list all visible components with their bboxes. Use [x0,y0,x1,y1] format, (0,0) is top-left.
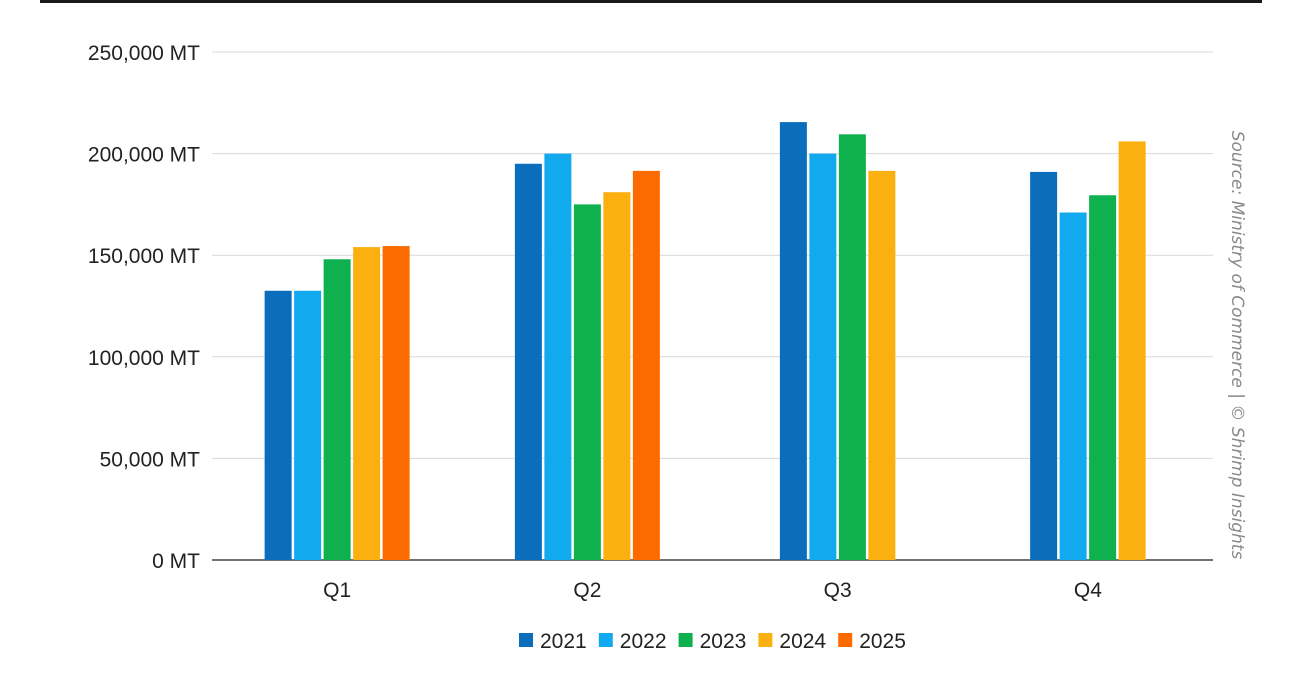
bar-q4-2022 [1059,212,1087,560]
y-tick-label: 250,000 MT [88,42,200,65]
bars [264,122,1146,561]
bar-q2-2021 [514,163,542,560]
bar-q2-2024 [603,192,631,560]
source-note: Source: Ministry of Commerce | © Shrimp … [1227,131,1247,560]
bar-q3-2024 [868,170,896,560]
x-tick-label: Q1 [323,579,351,602]
legend-label-2021: 2021 [540,630,587,653]
legend-label-2023: 2023 [700,630,747,653]
bar-q3-2023 [838,134,866,560]
bar-q1-2025 [382,246,410,560]
bar-q2-2025 [632,170,660,560]
legend-label-2024: 2024 [779,630,826,653]
legend-label-2022: 2022 [620,630,667,653]
x-tick-label: Q2 [573,579,601,602]
y-tick-label: 50,000 MT [100,448,201,471]
y-tick-label: 150,000 MT [88,245,200,268]
y-axis-tick-labels: 0 MT 50,000 MT 100,000 MT 150,000 MT 200,000… [88,42,200,573]
bar-q1-2024 [353,247,381,560]
legend-swatch-2025 [838,633,853,647]
bar-q4-2021 [1030,171,1058,560]
legend-label-2025: 2025 [859,630,906,653]
bar-q4-2024 [1118,141,1146,560]
y-tick-label: 100,000 MT [88,347,200,370]
legend: 2021 2022 2023 2024 2025 [519,630,906,653]
bar-q3-2021 [779,122,807,560]
bar-q3-2022 [809,153,837,560]
legend-swatch-2023 [678,633,693,647]
legend-swatch-2021 [519,633,533,647]
bar-q2-2023 [573,204,601,560]
x-tick-label: Q4 [1074,579,1102,602]
y-tick-label: 200,000 MT [88,144,200,167]
legend-swatch-2022 [598,633,613,647]
bar-q1-2022 [294,290,322,560]
bar-q2-2022 [544,153,572,560]
y-tick-label: 0 MT [152,550,200,573]
bar-q1-2023 [323,259,351,560]
top-rule [40,0,1262,3]
legend-swatch-2024 [758,633,773,647]
bar-q1-2021 [264,290,292,560]
x-axis-tick-labels: Q1 Q2 Q3 Q4 [323,579,1102,602]
bar-q4-2023 [1089,195,1117,561]
x-tick-label: Q3 [824,579,852,602]
